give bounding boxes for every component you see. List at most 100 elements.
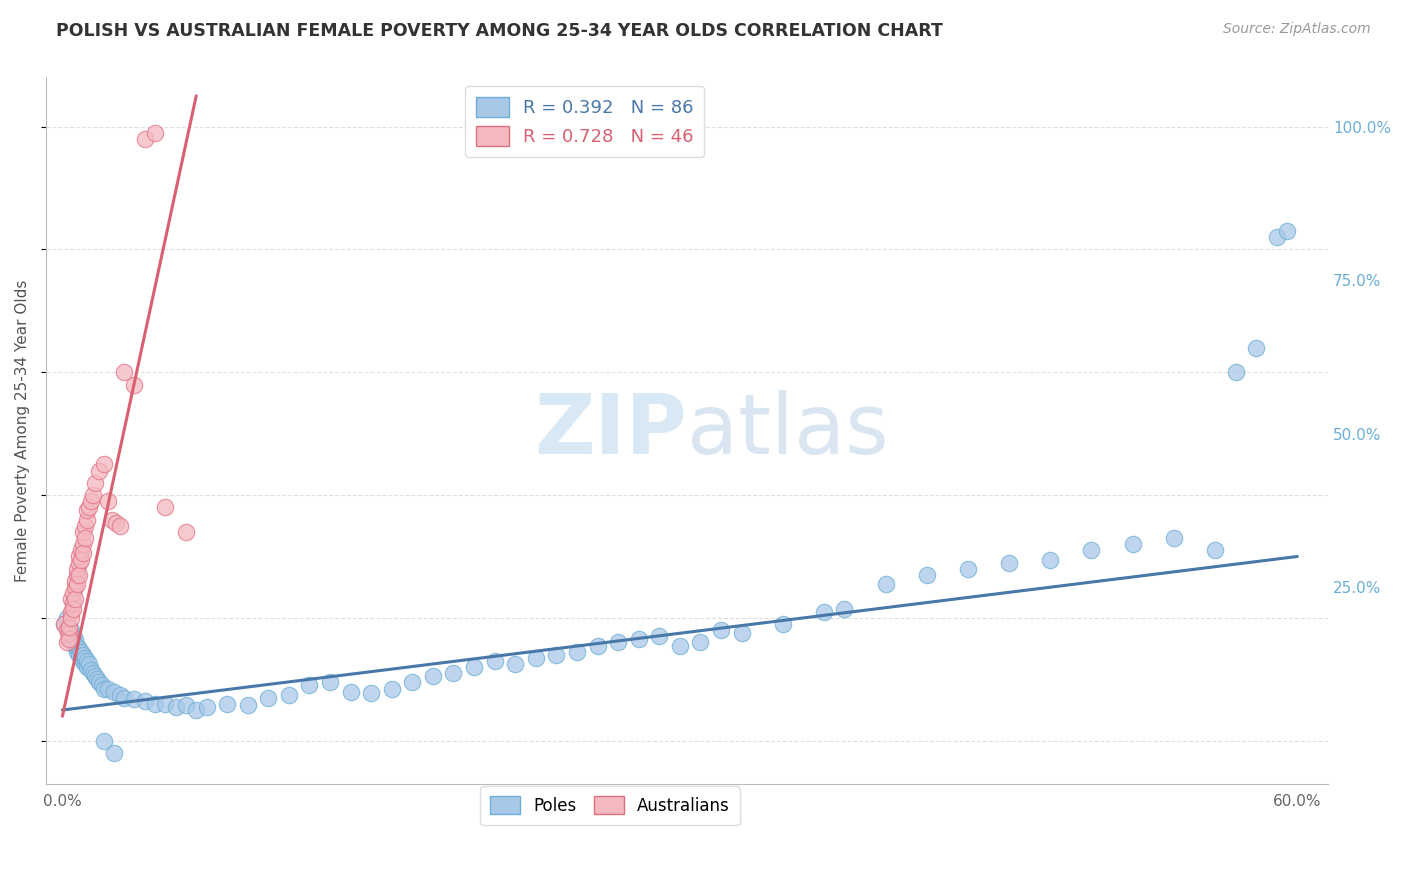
Point (66, 577, 89, 591)
Point (62, 635, 84, 649)
Point (155, 500, 177, 515)
Point (143, 697, 166, 711)
Point (298, 678, 321, 692)
Point (63, 632, 86, 647)
Point (67, 556, 90, 570)
Point (1163, 531, 1185, 545)
Point (62, 586, 84, 600)
Point (648, 629, 671, 643)
Point (586, 639, 609, 653)
Point (63, 592, 86, 607)
Text: POLISH VS AUSTRALIAN FEMALE POVERTY AMONG 25-34 YEAR OLDS CORRELATION CHART: POLISH VS AUSTRALIAN FEMALE POVERTY AMON… (56, 22, 943, 40)
Point (381, 681, 404, 696)
Point (112, 690, 135, 705)
Point (772, 617, 794, 632)
Point (75, 518, 97, 533)
Point (59, 592, 82, 607)
Point (76, 660, 98, 674)
Point (66, 562, 89, 576)
Point (915, 568, 938, 582)
Point (104, 516, 127, 530)
Point (70, 543, 93, 558)
Point (124, 692, 146, 706)
Point (257, 690, 280, 705)
Point (689, 635, 711, 649)
Point (62, 601, 84, 615)
Point (75, 531, 97, 545)
Point (97, 494, 120, 508)
Point (1265, 230, 1288, 244)
Point (72, 654, 94, 668)
Point (956, 562, 979, 576)
Point (75, 650, 97, 665)
Legend: Poles, Australians: Poles, Australians (481, 786, 740, 825)
Point (58, 626, 80, 640)
Point (90, 678, 112, 692)
Text: ZIP: ZIP (534, 390, 688, 471)
Point (80, 494, 103, 508)
Point (108, 688, 131, 702)
Point (82, 488, 104, 502)
Text: Source: ZipAtlas.com: Source: ZipAtlas.com (1223, 22, 1371, 37)
Point (63, 639, 86, 653)
Point (80, 663, 103, 677)
Point (165, 700, 187, 714)
Point (66, 639, 89, 653)
Point (77, 657, 100, 671)
Text: atlas: atlas (688, 390, 889, 471)
Point (82, 666, 104, 681)
Point (72, 537, 94, 551)
Point (463, 660, 485, 674)
Point (607, 635, 630, 649)
Point (62, 596, 84, 610)
Point (53, 617, 76, 632)
Point (58, 626, 80, 640)
Point (503, 657, 526, 671)
Point (75, 657, 97, 671)
Point (1039, 552, 1062, 566)
Point (93, 458, 115, 472)
Point (72, 546, 94, 560)
Point (174, 524, 197, 539)
Point (70, 650, 93, 665)
Point (58, 620, 80, 634)
Point (124, 377, 146, 392)
Point (134, 694, 156, 708)
Point (443, 666, 465, 681)
Point (112, 365, 135, 379)
Point (155, 697, 177, 711)
Point (63, 574, 86, 588)
Point (62, 629, 84, 643)
Point (76, 503, 98, 517)
Point (217, 697, 239, 711)
Point (70, 552, 93, 566)
Point (1225, 365, 1247, 379)
Point (103, 684, 125, 698)
Point (93, 733, 115, 747)
Point (174, 698, 197, 712)
Point (143, 126, 166, 140)
Point (84, 669, 107, 683)
Point (1204, 543, 1226, 558)
Point (186, 703, 208, 717)
Point (53, 617, 76, 632)
Point (67, 648, 90, 662)
Point (67, 549, 90, 564)
Point (55, 623, 77, 637)
Point (108, 518, 131, 533)
Point (360, 686, 382, 700)
Point (1244, 341, 1267, 355)
Point (1122, 537, 1144, 551)
Point (72, 524, 94, 539)
Point (422, 669, 444, 683)
Point (546, 648, 568, 662)
Point (86, 673, 108, 687)
Point (565, 645, 588, 659)
Point (319, 675, 342, 690)
Point (1080, 543, 1102, 558)
Point (89, 463, 111, 477)
Point (401, 675, 423, 690)
Point (59, 605, 82, 619)
Point (66, 568, 89, 582)
Point (70, 645, 93, 659)
